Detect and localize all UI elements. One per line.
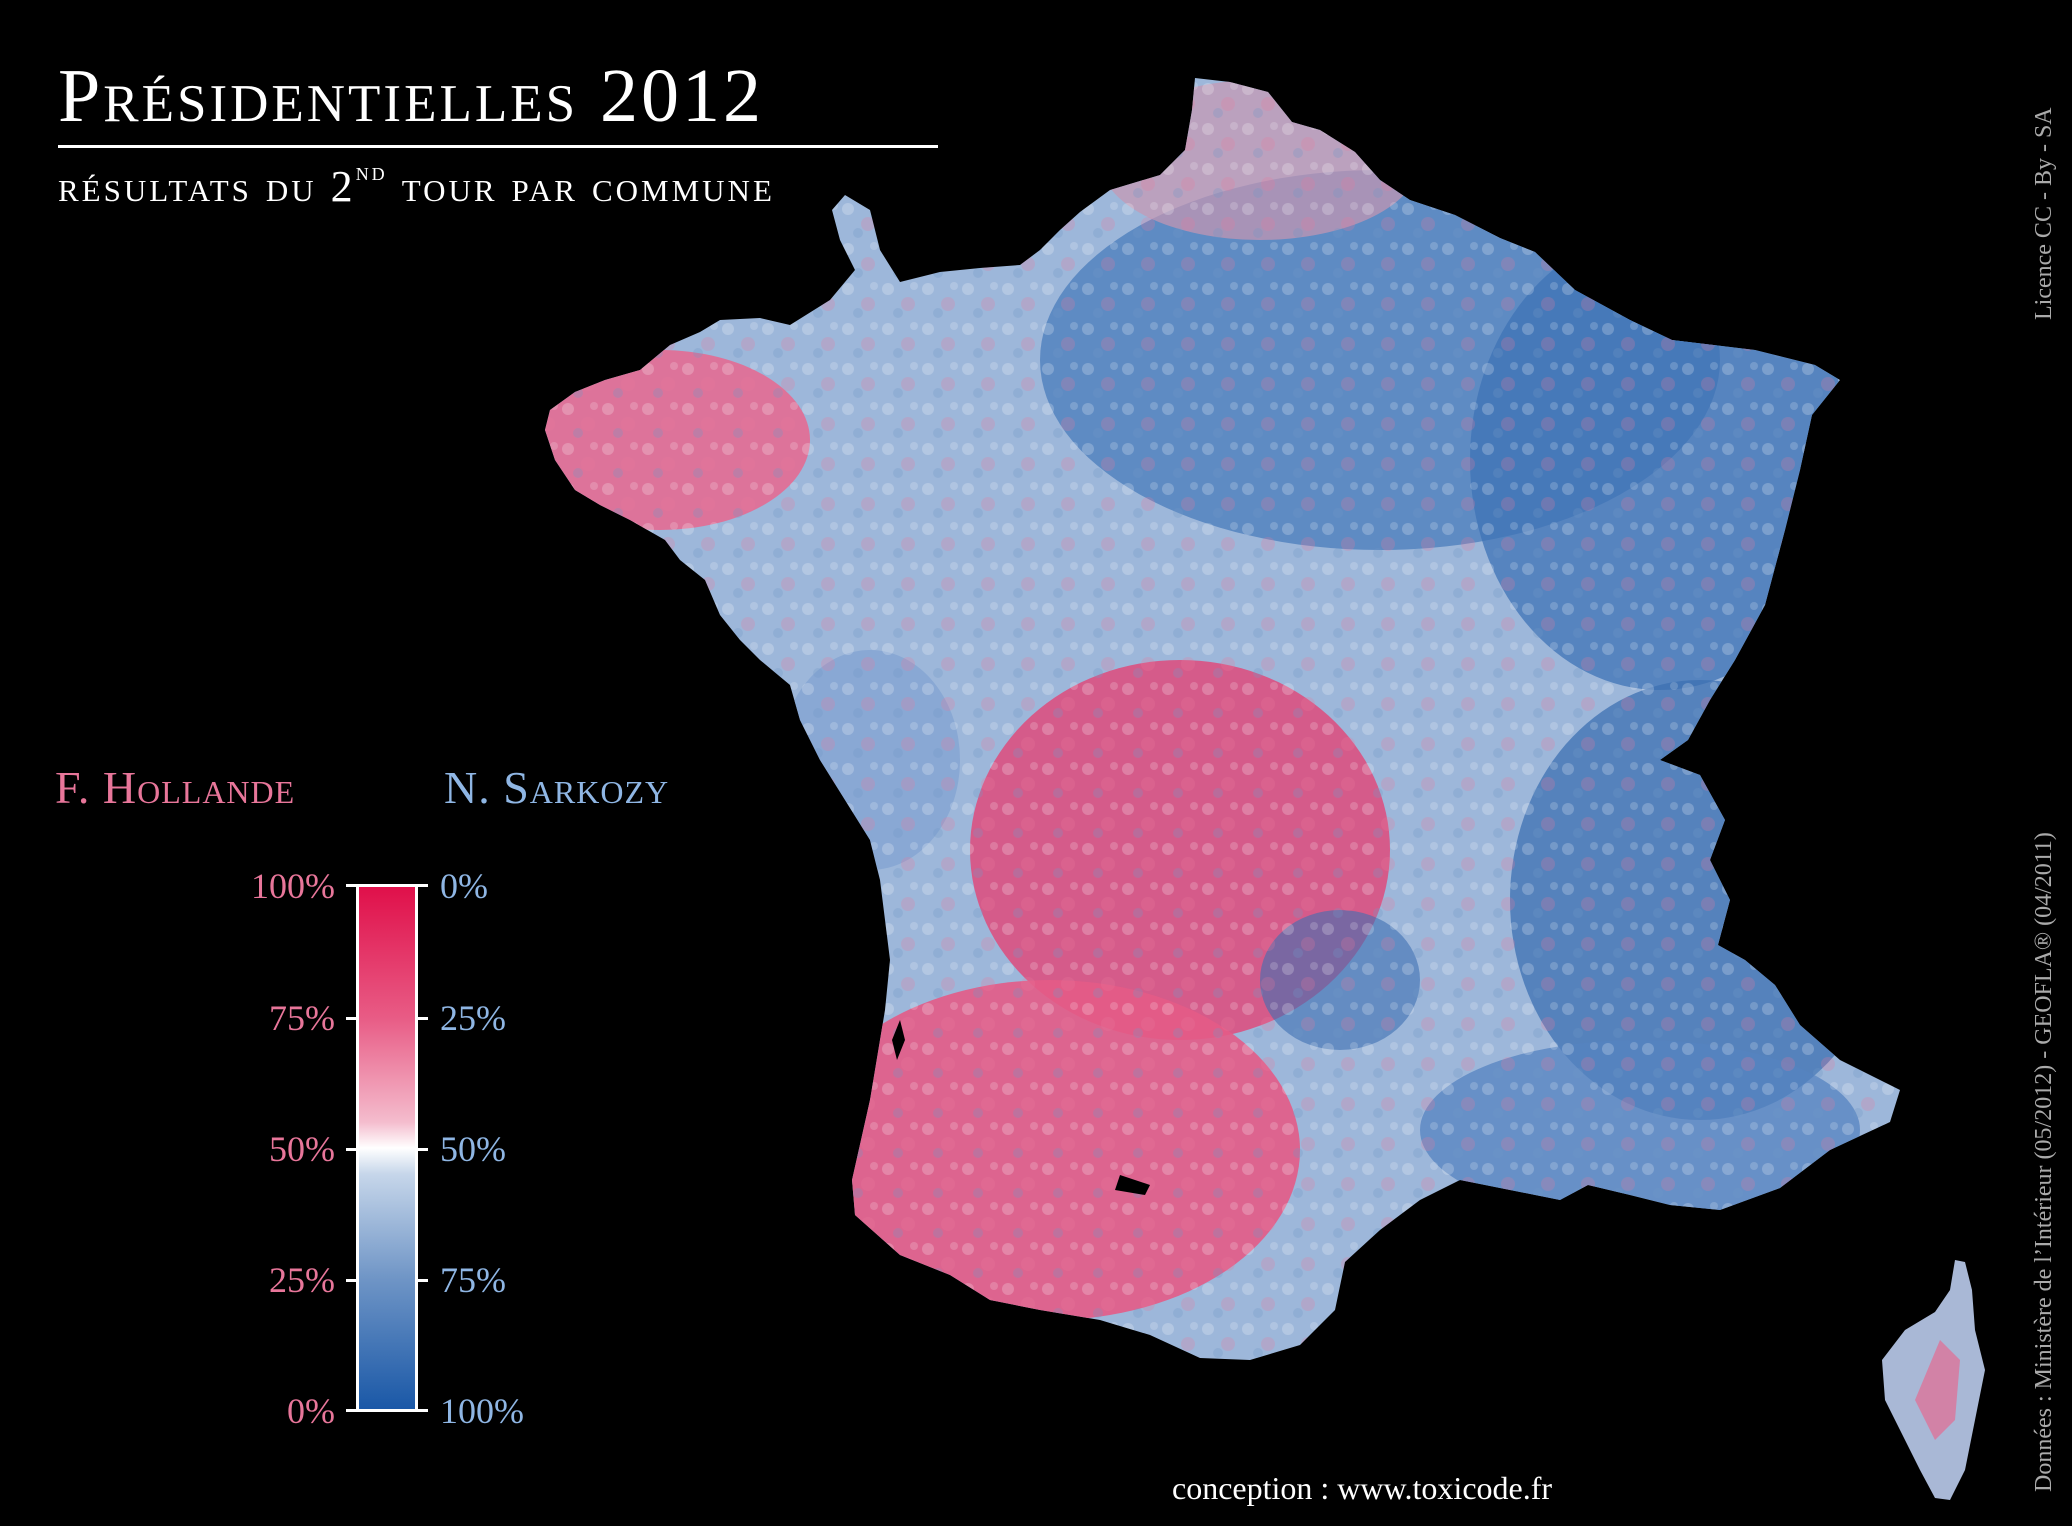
map-title: Présidentielles 2012 [58, 54, 765, 138]
hollande-tick-label: 100% [251, 866, 335, 906]
scale-tick [346, 1279, 356, 1282]
scale-tick [346, 884, 356, 887]
subtitle-superscript: nd [355, 157, 388, 186]
credit-text: conception : www.toxicode.fr [1172, 1470, 1553, 1506]
sarkozy-tick-label: 0% [440, 866, 488, 906]
scale-tick [418, 1017, 428, 1020]
scale-tick [346, 1409, 356, 1412]
scale-tick [418, 1279, 428, 1282]
hollande-tick-label: 0% [287, 1391, 335, 1431]
scale-tick [346, 1148, 356, 1151]
legend-hollande-label: F. Hollande [55, 762, 296, 813]
hollande-tick-label: 50% [269, 1129, 335, 1169]
map-subtitle: résultats du 2nd tour par commune [58, 159, 775, 211]
scale-tick [418, 1409, 428, 1412]
subtitle-text: résultats du 2 [58, 162, 356, 211]
title-underline [58, 145, 938, 148]
subtitle-text-end: tour par commune [387, 162, 775, 211]
sarkozy-tick-label: 50% [440, 1129, 506, 1169]
sarkozy-tick-label: 25% [440, 998, 506, 1038]
sarkozy-tick-label: 75% [440, 1260, 506, 1300]
data-source-text: Données : Ministère de l’Intérieur (05/2… [2031, 832, 2057, 1492]
scale-tick [418, 884, 428, 887]
scale-tick [346, 1017, 356, 1020]
color-scale-bar [356, 884, 418, 1412]
license-text: Licence CC - By - SA [2031, 107, 2057, 320]
scale-tick [418, 1148, 428, 1151]
sarkozy-tick-label: 100% [440, 1391, 524, 1431]
legend-sarkozy-label: N. Sarkozy [444, 762, 670, 813]
hollande-tick-label: 75% [269, 998, 335, 1038]
hollande-tick-label: 25% [269, 1260, 335, 1300]
